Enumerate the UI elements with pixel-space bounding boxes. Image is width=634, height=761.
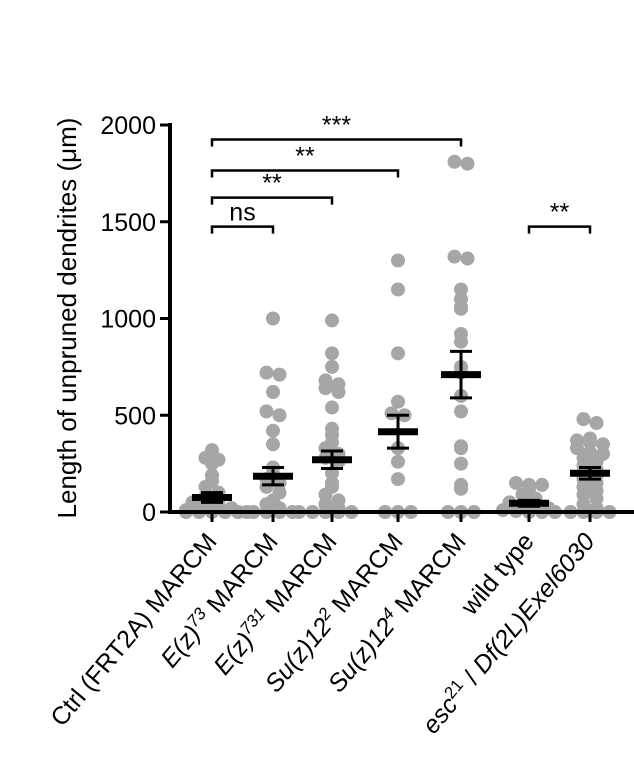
significance-label: ** — [295, 142, 315, 170]
data-point — [272, 408, 287, 423]
y-tick-label: 2000 — [100, 112, 156, 140]
mean-sem-bars — [192, 349, 610, 508]
data-point — [259, 479, 274, 494]
data-point — [318, 381, 333, 396]
significance-label: ns — [229, 199, 255, 227]
data-point — [318, 487, 333, 502]
data-point — [583, 435, 597, 450]
data-point — [259, 365, 274, 380]
significance-label: ** — [550, 199, 570, 227]
data-point — [596, 437, 610, 452]
data-point — [391, 472, 405, 487]
data-point — [266, 437, 280, 452]
y-axis-label: Length of unpruned dendrites (μm) — [52, 118, 82, 519]
data-point — [391, 394, 405, 409]
y-tick-label: 1500 — [100, 209, 156, 237]
data-point — [454, 441, 468, 456]
y-tick-label: 500 — [114, 402, 156, 430]
data-point — [391, 282, 405, 297]
data-point — [576, 487, 591, 502]
data-point — [325, 400, 339, 415]
data-point — [266, 423, 280, 438]
data-point — [447, 249, 462, 264]
data-point — [589, 491, 604, 506]
y-axis: 0 500 1000 1500 2000 — [100, 112, 172, 527]
data-point — [515, 487, 530, 502]
data-point — [454, 301, 468, 316]
data-point — [272, 367, 287, 382]
data-point — [454, 481, 468, 496]
data-point — [460, 251, 475, 266]
data-point — [325, 359, 339, 374]
y-tick-label: 1000 — [100, 306, 156, 334]
data-point — [198, 479, 213, 494]
category-label-part: Su(z)12 — [323, 613, 401, 698]
significance-label: ** — [262, 170, 282, 198]
data-point — [454, 282, 468, 297]
data-point — [331, 385, 346, 400]
data-point — [454, 334, 468, 349]
data-point — [454, 404, 468, 419]
data-point — [589, 415, 604, 430]
significance-bracket — [527, 225, 592, 234]
data-point — [325, 313, 339, 328]
data-point — [259, 404, 274, 419]
data-point — [535, 477, 549, 492]
significance-bracket — [210, 169, 400, 178]
data-point — [266, 311, 280, 326]
significance-bracket — [210, 196, 334, 205]
y-tick-label: 0 — [142, 499, 156, 527]
data-point — [384, 406, 399, 421]
data-point — [454, 456, 468, 471]
data-point — [266, 385, 280, 400]
data-point — [509, 475, 523, 490]
data-point — [576, 412, 591, 427]
x-axis — [168, 510, 634, 522]
significance-bracket — [210, 138, 463, 147]
significance-bracket — [210, 225, 275, 234]
category-label-part: Su(z)12 — [260, 613, 338, 698]
data-point — [325, 346, 339, 361]
data-point — [205, 456, 219, 471]
data-point — [391, 454, 405, 469]
significance-label: *** — [322, 112, 351, 140]
significance-brackets: ns********* — [210, 112, 592, 234]
data-point — [447, 154, 462, 169]
data-point — [460, 156, 475, 171]
data-point — [391, 253, 405, 268]
data-point — [391, 346, 405, 361]
